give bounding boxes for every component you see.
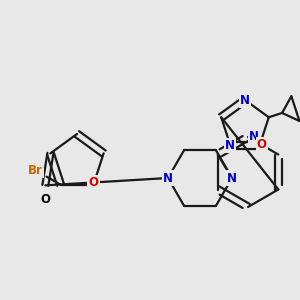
Text: O: O [257, 138, 267, 151]
Text: O: O [88, 176, 98, 189]
Text: N: N [227, 172, 237, 184]
Text: N: N [163, 172, 173, 184]
Text: N: N [240, 94, 250, 106]
Text: O: O [40, 193, 50, 206]
Text: N: N [249, 130, 259, 143]
Text: Br: Br [28, 164, 43, 177]
Text: N: N [225, 139, 235, 152]
